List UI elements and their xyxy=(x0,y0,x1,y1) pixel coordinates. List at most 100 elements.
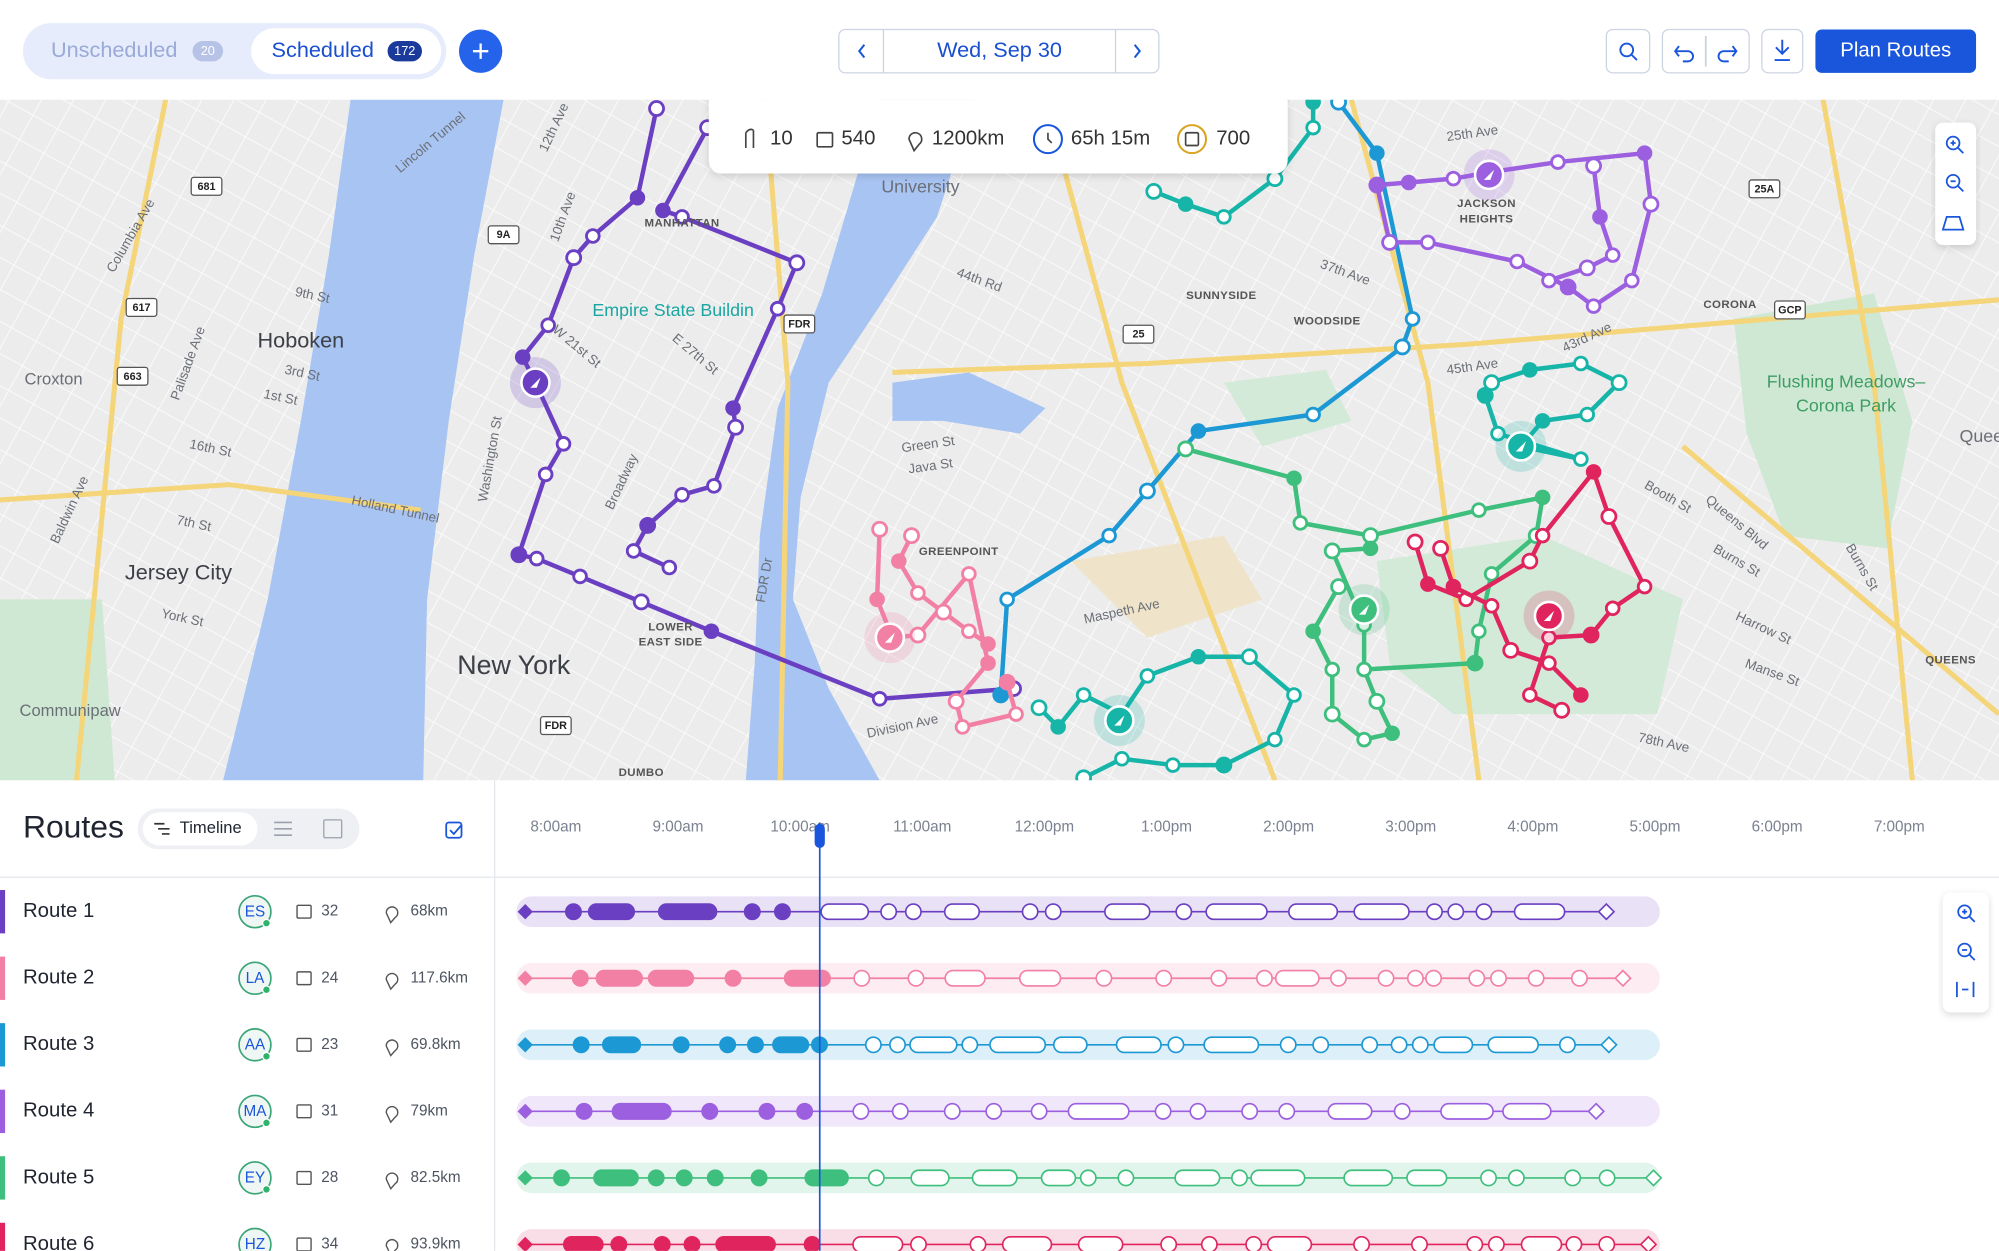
stop[interactable] xyxy=(1231,1169,1248,1187)
stop[interactable] xyxy=(1425,969,1443,987)
map-stop[interactable] xyxy=(1101,527,1117,544)
map-stop[interactable] xyxy=(1406,533,1424,551)
stop[interactable] xyxy=(1040,1169,1077,1187)
stop[interactable] xyxy=(719,1036,737,1054)
map-stop[interactable] xyxy=(1534,489,1551,506)
stop[interactable] xyxy=(1487,1036,1539,1054)
stop[interactable] xyxy=(1018,969,1062,987)
prev-day[interactable] xyxy=(857,44,866,59)
map-stop[interactable] xyxy=(510,546,528,564)
map-stop[interactable] xyxy=(871,691,888,707)
map-stop[interactable] xyxy=(1432,539,1450,557)
stop[interactable] xyxy=(701,1102,719,1120)
map-stop[interactable] xyxy=(1585,464,1602,480)
map-stop[interactable] xyxy=(1466,654,1484,672)
stop[interactable] xyxy=(562,1235,604,1251)
map-stop[interactable] xyxy=(1404,311,1421,327)
map-stop[interactable] xyxy=(869,591,885,608)
stop[interactable] xyxy=(1468,969,1486,987)
map-stop[interactable] xyxy=(1139,668,1156,684)
stop[interactable] xyxy=(1558,1036,1576,1054)
zoom-out[interactable] xyxy=(1957,942,1976,961)
search-button[interactable] xyxy=(1605,28,1651,74)
map-stop[interactable] xyxy=(909,626,927,644)
stop[interactable] xyxy=(1250,1169,1306,1187)
start-depot[interactable] xyxy=(517,1170,533,1186)
map[interactable]: Hoboken Jersey City New York Empire Stat… xyxy=(0,89,1999,784)
stop[interactable] xyxy=(1155,969,1173,987)
map-stop[interactable] xyxy=(1592,209,1608,225)
stop[interactable] xyxy=(758,1102,776,1120)
stop[interactable] xyxy=(1440,1102,1494,1120)
map-stop[interactable] xyxy=(1075,769,1093,785)
stop[interactable] xyxy=(1487,1235,1505,1251)
stop[interactable] xyxy=(1598,1235,1616,1251)
map-stop[interactable] xyxy=(1550,154,1566,170)
map-stop[interactable] xyxy=(1075,687,1092,703)
stop[interactable] xyxy=(909,1036,958,1054)
map-stop[interactable] xyxy=(1216,209,1232,225)
stop[interactable] xyxy=(864,1036,882,1054)
map-stop[interactable] xyxy=(788,254,806,272)
stop[interactable] xyxy=(969,1235,987,1251)
stop[interactable] xyxy=(675,1169,693,1187)
map-stop[interactable] xyxy=(1050,719,1066,735)
stop[interactable] xyxy=(602,1036,642,1054)
map-stop[interactable] xyxy=(1384,725,1400,742)
map-stop[interactable] xyxy=(1393,338,1411,356)
stop[interactable] xyxy=(1502,1102,1552,1120)
map-stop[interactable] xyxy=(1610,374,1628,392)
next-day[interactable] xyxy=(1133,44,1142,59)
stop[interactable] xyxy=(647,969,695,987)
map-stop[interactable] xyxy=(727,418,745,436)
map-stop[interactable] xyxy=(769,300,786,317)
map-stop[interactable] xyxy=(1369,145,1385,161)
map-stop[interactable] xyxy=(1362,540,1379,557)
map-stop[interactable] xyxy=(1008,706,1024,722)
map-stop[interactable] xyxy=(725,400,741,416)
stop[interactable] xyxy=(1052,1036,1088,1054)
map-stop[interactable] xyxy=(947,692,965,710)
stop[interactable] xyxy=(852,1235,904,1251)
plan-routes-button[interactable] xyxy=(1815,29,1977,73)
stop[interactable] xyxy=(910,1169,950,1187)
map-stop[interactable] xyxy=(1138,482,1156,500)
stop[interactable] xyxy=(796,1102,814,1120)
stop[interactable] xyxy=(1598,1169,1616,1187)
stop[interactable] xyxy=(746,1036,764,1054)
map-stop[interactable] xyxy=(1114,750,1130,767)
stop[interactable] xyxy=(1174,1169,1221,1187)
map-stop[interactable] xyxy=(999,591,1015,608)
map-stop[interactable] xyxy=(1305,623,1321,640)
stop[interactable] xyxy=(1329,969,1347,987)
route-name[interactable]: Route 4 xyxy=(23,1100,94,1122)
list-view[interactable] xyxy=(274,821,292,837)
map-stop[interactable] xyxy=(1636,578,1653,595)
map-stop[interactable] xyxy=(1522,687,1538,703)
zoom-in[interactable] xyxy=(1945,135,1964,154)
stop[interactable] xyxy=(1377,969,1395,987)
map-stop[interactable] xyxy=(648,100,665,117)
map-stop[interactable] xyxy=(1177,440,1195,458)
map-stop[interactable] xyxy=(1483,566,1500,582)
stop[interactable] xyxy=(657,903,718,921)
map-stop[interactable] xyxy=(1502,641,1520,659)
map-stop[interactable] xyxy=(1471,623,1487,640)
stop[interactable] xyxy=(1160,1235,1178,1251)
stop[interactable] xyxy=(1117,1169,1135,1187)
map-stop[interactable] xyxy=(1585,157,1603,175)
map-stop[interactable] xyxy=(1400,174,1417,191)
stop[interactable] xyxy=(1327,1102,1373,1120)
end-depot[interactable] xyxy=(1597,902,1616,921)
map-stop[interactable] xyxy=(1582,626,1600,644)
select-all[interactable] xyxy=(445,821,463,839)
stop[interactable] xyxy=(1527,969,1545,987)
zoom-out[interactable] xyxy=(1945,173,1964,193)
stop[interactable] xyxy=(706,1169,724,1187)
stop[interactable] xyxy=(1266,1235,1313,1251)
end-depot[interactable] xyxy=(1639,1235,1658,1251)
stop[interactable] xyxy=(804,1169,849,1187)
map-stop[interactable] xyxy=(1177,196,1194,212)
stop[interactable] xyxy=(1154,1102,1172,1120)
stop[interactable] xyxy=(783,969,831,987)
